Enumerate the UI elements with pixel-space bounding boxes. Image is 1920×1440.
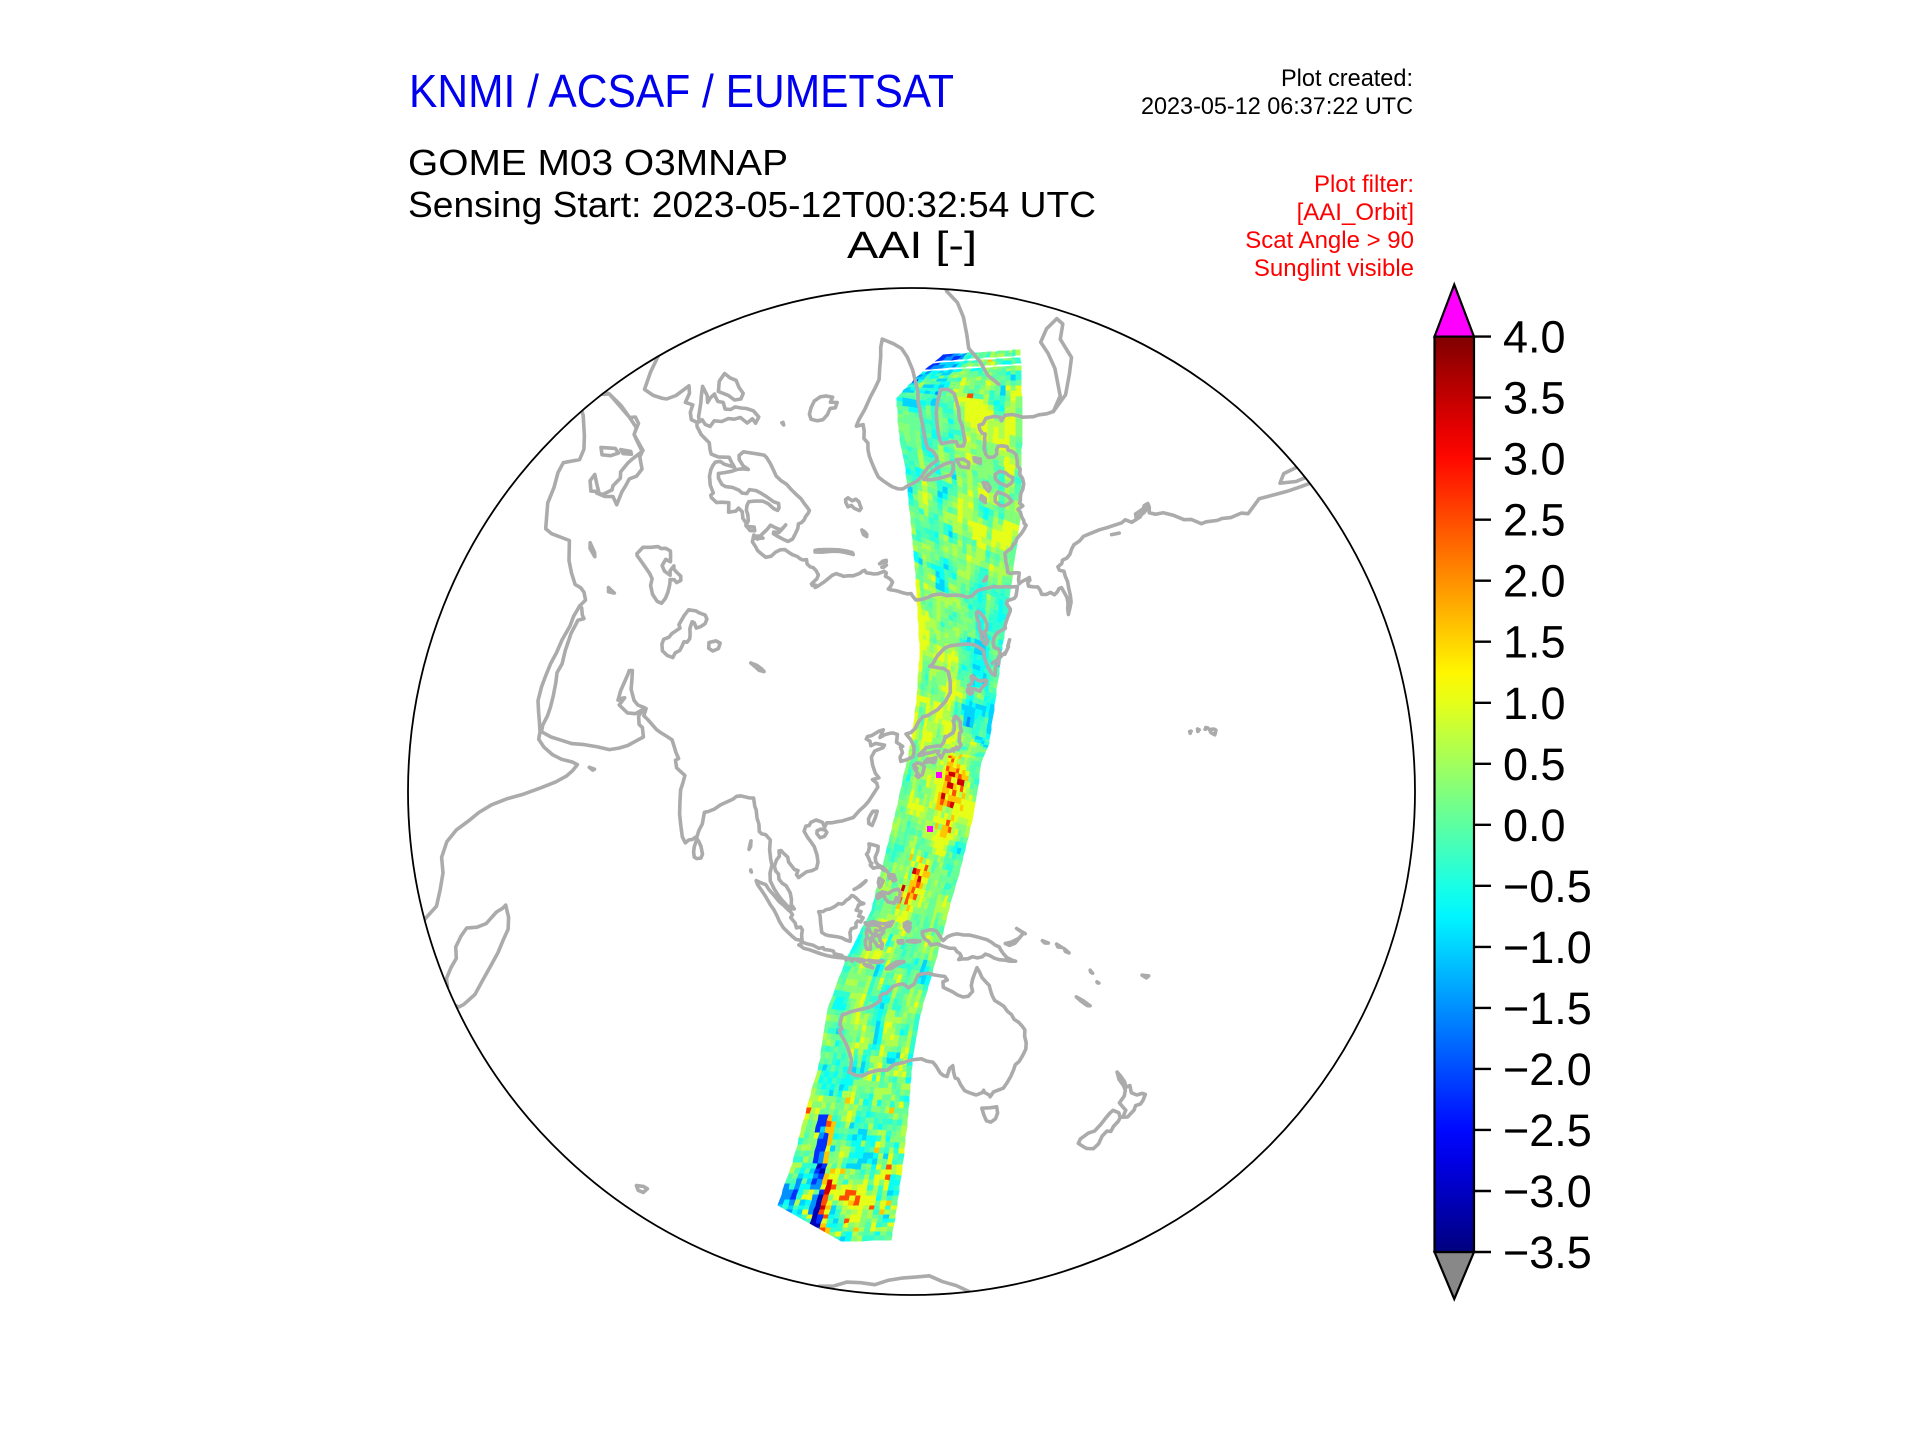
svg-text:Plot filter:: Plot filter: (1314, 171, 1414, 198)
svg-text:1.5: 1.5 (1503, 617, 1566, 668)
svg-text:[AAI_Orbit]: [AAI_Orbit] (1297, 199, 1414, 226)
svg-text:Sunglint visible: Sunglint visible (1254, 255, 1414, 282)
svg-text:−3.5: −3.5 (1503, 1227, 1592, 1278)
svg-text:2.5: 2.5 (1503, 495, 1566, 546)
svg-text:−0.5: −0.5 (1503, 861, 1592, 912)
svg-text:KNMI / ACSAF / EUMETSAT: KNMI / ACSAF / EUMETSAT (409, 65, 954, 117)
svg-text:Plot created:: Plot created: (1281, 65, 1413, 92)
svg-text:0.0: 0.0 (1503, 800, 1566, 851)
svg-text:3.0: 3.0 (1503, 434, 1566, 485)
svg-text:2.0: 2.0 (1503, 556, 1566, 607)
svg-text:AAI [-]: AAI [-] (847, 225, 977, 267)
svg-text:−2.5: −2.5 (1503, 1105, 1592, 1156)
svg-text:Sensing Start: 2023-05-12T00:3: Sensing Start: 2023-05-12T00:32:54 UTC (408, 184, 1096, 225)
svg-text:2023-05-12 06:37:22 UTC: 2023-05-12 06:37:22 UTC (1141, 93, 1413, 120)
svg-text:−2.0: −2.0 (1503, 1044, 1592, 1095)
svg-text:GOME M03 O3MNAP: GOME M03 O3MNAP (408, 142, 788, 183)
svg-text:−1.5: −1.5 (1503, 983, 1592, 1034)
svg-text:Scat Angle > 90: Scat Angle > 90 (1245, 227, 1414, 254)
svg-text:1.0: 1.0 (1503, 678, 1566, 729)
svg-text:0.5: 0.5 (1503, 739, 1566, 790)
svg-text:−3.0: −3.0 (1503, 1166, 1592, 1217)
svg-text:−1.0: −1.0 (1503, 922, 1592, 973)
svg-text:4.0: 4.0 (1503, 312, 1566, 363)
svg-text:3.5: 3.5 (1503, 373, 1566, 424)
